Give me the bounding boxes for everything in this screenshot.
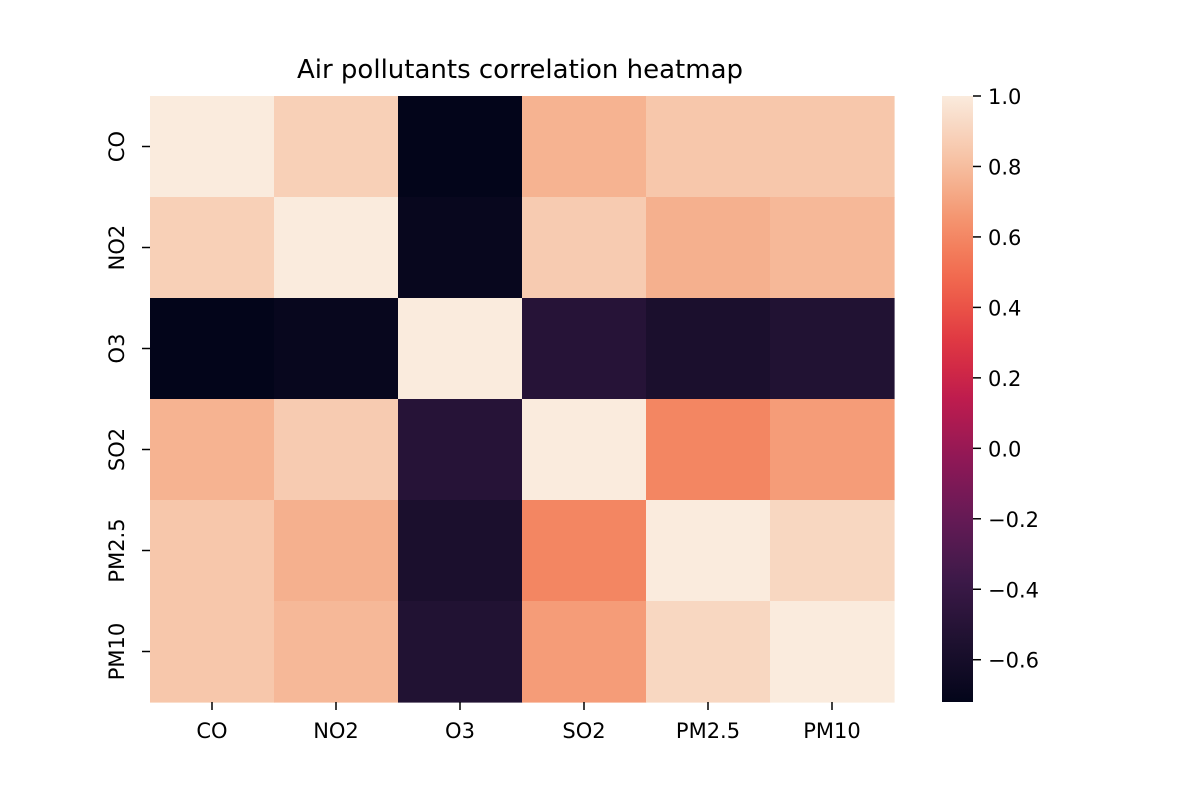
- heatmap-cell: [770, 197, 895, 299]
- heatmap-cell: [522, 601, 647, 703]
- colorbar-tick-label: 0.8: [988, 155, 1021, 179]
- heatmap-cell: [646, 601, 771, 703]
- colorbar-tick-label: 1.0: [988, 85, 1021, 109]
- y-tick-label: PM10: [105, 623, 129, 681]
- heatmap-cell: [646, 197, 771, 299]
- heatmap-cell: [398, 399, 523, 501]
- heatmap-cell: [770, 399, 895, 501]
- x-tick-label: O3: [445, 719, 475, 743]
- y-tick-label: PM2.5: [105, 518, 129, 582]
- heatmap-cell: [646, 96, 771, 198]
- x-tick-label: CO: [196, 719, 227, 743]
- heatmap-cell: [646, 500, 771, 602]
- y-tick-label: NO2: [105, 225, 129, 271]
- heatmap-cell: [646, 298, 771, 400]
- colorbar-tick-label: 0.6: [988, 226, 1021, 250]
- heatmap-cell: [274, 298, 399, 400]
- x-tick-label: PM2.5: [676, 719, 740, 743]
- heatmap-cell: [770, 500, 895, 602]
- colorbar-gradient: [942, 96, 973, 702]
- heatmap-cell: [770, 601, 895, 703]
- colorbar-tick-label: 0.0: [988, 437, 1021, 461]
- colorbar-tick-label: 0.4: [988, 296, 1021, 320]
- heatmap-cell: [274, 500, 399, 602]
- x-tick-label: NO2: [313, 719, 359, 743]
- x-axis: CO NO2 O3 SO2 PM2.5 PM10: [196, 702, 861, 743]
- heatmap-cell: [150, 601, 275, 703]
- heatmap-cell: [398, 298, 523, 400]
- y-tick-label: O3: [105, 334, 129, 364]
- x-tick-label: SO2: [562, 719, 605, 743]
- heatmap-cell: [398, 96, 523, 198]
- colorbar-tick-label: −0.2: [988, 508, 1039, 532]
- heatmap-cell: [398, 601, 523, 703]
- heatmap-cell: [522, 96, 647, 198]
- heatmap-cell: [770, 96, 895, 198]
- heatmap-cell: [150, 197, 275, 299]
- colorbar: 1.0 0.8 0.6 0.4 0.2 0.0 −0.2 −0.4 −0.6: [942, 85, 1039, 702]
- heatmap-cell: [398, 500, 523, 602]
- y-tick-label: CO: [105, 131, 129, 162]
- heatmap-cell: [522, 197, 647, 299]
- heatmap-cell: [274, 399, 399, 501]
- heatmap-cells: [150, 96, 895, 703]
- heatmap-cell: [150, 298, 275, 400]
- heatmap-cell: [274, 601, 399, 703]
- chart-title: Air pollutants correlation heatmap: [297, 55, 743, 85]
- heatmap-cell: [770, 298, 895, 400]
- heatmap-cell: [150, 96, 275, 198]
- y-axis: CO NO2 O3 SO2 PM2.5 PM10: [105, 131, 150, 680]
- heatmap-cell: [150, 500, 275, 602]
- x-tick-label: PM10: [803, 719, 861, 743]
- heatmap-cell: [150, 399, 275, 501]
- heatmap-cell: [274, 96, 399, 198]
- heatmap-cell: [646, 399, 771, 501]
- colorbar-tick-label: 0.2: [988, 367, 1021, 391]
- heatmap-cell: [522, 399, 647, 501]
- heatmap-cell: [274, 197, 399, 299]
- y-tick-label: SO2: [105, 428, 129, 471]
- heatmap-cell: [398, 197, 523, 299]
- heatmap-cell: [522, 500, 647, 602]
- colorbar-tick-label: −0.4: [988, 578, 1039, 602]
- colorbar-tick-label: −0.6: [988, 649, 1039, 673]
- heatmap-cell: [522, 298, 647, 400]
